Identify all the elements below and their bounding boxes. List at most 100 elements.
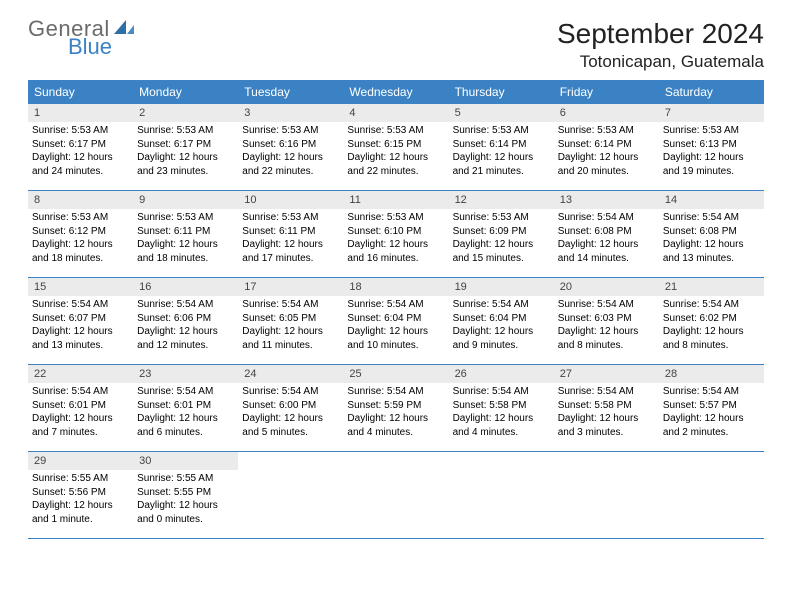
day-line: and 21 minutes. — [453, 165, 550, 179]
day-body: Sunrise: 5:54 AMSunset: 6:04 PMDaylight:… — [343, 296, 448, 356]
day-line: Sunset: 5:56 PM — [32, 486, 129, 500]
day-cell: 19Sunrise: 5:54 AMSunset: 6:04 PMDayligh… — [449, 278, 554, 364]
logo: General Blue — [28, 18, 138, 58]
day-cell: 13Sunrise: 5:54 AMSunset: 6:08 PMDayligh… — [554, 191, 659, 277]
day-line: Daylight: 12 hours — [558, 412, 655, 426]
day-cell: 2Sunrise: 5:53 AMSunset: 6:17 PMDaylight… — [133, 104, 238, 190]
day-line: Sunset: 5:58 PM — [453, 399, 550, 413]
week-row: 22Sunrise: 5:54 AMSunset: 6:01 PMDayligh… — [28, 365, 764, 452]
location: Totonicapan, Guatemala — [557, 52, 764, 72]
day-line: Sunset: 5:58 PM — [558, 399, 655, 413]
day-line: Sunrise: 5:54 AM — [453, 385, 550, 399]
day-line: and 13 minutes. — [663, 252, 760, 266]
day-number: 5 — [449, 104, 554, 122]
day-line: Sunrise: 5:55 AM — [32, 472, 129, 486]
day-body: Sunrise: 5:53 AMSunset: 6:16 PMDaylight:… — [238, 122, 343, 182]
day-line: and 23 minutes. — [137, 165, 234, 179]
day-number: 16 — [133, 278, 238, 296]
day-cell: 10Sunrise: 5:53 AMSunset: 6:11 PMDayligh… — [238, 191, 343, 277]
day-cell: 5Sunrise: 5:53 AMSunset: 6:14 PMDaylight… — [449, 104, 554, 190]
day-body: Sunrise: 5:54 AMSunset: 6:01 PMDaylight:… — [133, 383, 238, 443]
day-line: Sunrise: 5:53 AM — [453, 211, 550, 225]
day-line: Sunrise: 5:53 AM — [663, 124, 760, 138]
day-line: Sunset: 6:02 PM — [663, 312, 760, 326]
day-number: 11 — [343, 191, 448, 209]
day-body: Sunrise: 5:53 AMSunset: 6:13 PMDaylight:… — [659, 122, 764, 182]
day-body: Sunrise: 5:53 AMSunset: 6:17 PMDaylight:… — [133, 122, 238, 182]
day-body: Sunrise: 5:54 AMSunset: 6:01 PMDaylight:… — [28, 383, 133, 443]
day-number: 17 — [238, 278, 343, 296]
empty-cell — [449, 452, 554, 538]
day-line: Daylight: 12 hours — [663, 412, 760, 426]
day-line: Sunrise: 5:54 AM — [347, 385, 444, 399]
day-header-row: SundayMondayTuesdayWednesdayThursdayFrid… — [28, 80, 764, 104]
day-line: and 22 minutes. — [347, 165, 444, 179]
day-line: Sunset: 6:11 PM — [242, 225, 339, 239]
day-cell: 24Sunrise: 5:54 AMSunset: 6:00 PMDayligh… — [238, 365, 343, 451]
day-cell: 15Sunrise: 5:54 AMSunset: 6:07 PMDayligh… — [28, 278, 133, 364]
day-line: Daylight: 12 hours — [663, 151, 760, 165]
week-row: 15Sunrise: 5:54 AMSunset: 6:07 PMDayligh… — [28, 278, 764, 365]
day-number: 19 — [449, 278, 554, 296]
day-cell: 9Sunrise: 5:53 AMSunset: 6:11 PMDaylight… — [133, 191, 238, 277]
day-number: 21 — [659, 278, 764, 296]
day-header: Thursday — [449, 80, 554, 104]
day-line: Daylight: 12 hours — [347, 412, 444, 426]
day-line: Sunset: 5:55 PM — [137, 486, 234, 500]
day-body: Sunrise: 5:54 AMSunset: 6:07 PMDaylight:… — [28, 296, 133, 356]
day-cell: 27Sunrise: 5:54 AMSunset: 5:58 PMDayligh… — [554, 365, 659, 451]
week-row: 29Sunrise: 5:55 AMSunset: 5:56 PMDayligh… — [28, 452, 764, 539]
day-line: Sunrise: 5:53 AM — [137, 124, 234, 138]
day-line: and 14 minutes. — [558, 252, 655, 266]
empty-cell — [554, 452, 659, 538]
day-line: Sunset: 6:16 PM — [242, 138, 339, 152]
day-line: Sunrise: 5:53 AM — [347, 211, 444, 225]
day-header: Saturday — [659, 80, 764, 104]
day-body: Sunrise: 5:53 AMSunset: 6:15 PMDaylight:… — [343, 122, 448, 182]
day-cell: 26Sunrise: 5:54 AMSunset: 5:58 PMDayligh… — [449, 365, 554, 451]
day-number: 13 — [554, 191, 659, 209]
day-cell: 29Sunrise: 5:55 AMSunset: 5:56 PMDayligh… — [28, 452, 133, 538]
day-number: 15 — [28, 278, 133, 296]
empty-cell — [238, 452, 343, 538]
day-body: Sunrise: 5:54 AMSunset: 6:08 PMDaylight:… — [659, 209, 764, 269]
title-block: September 2024 Totonicapan, Guatemala — [557, 18, 764, 72]
day-body: Sunrise: 5:54 AMSunset: 6:06 PMDaylight:… — [133, 296, 238, 356]
day-cell: 8Sunrise: 5:53 AMSunset: 6:12 PMDaylight… — [28, 191, 133, 277]
day-line: Sunset: 6:11 PM — [137, 225, 234, 239]
day-number: 26 — [449, 365, 554, 383]
day-line: Sunrise: 5:54 AM — [558, 385, 655, 399]
day-line: Sunset: 6:15 PM — [347, 138, 444, 152]
day-body: Sunrise: 5:54 AMSunset: 6:08 PMDaylight:… — [554, 209, 659, 269]
logo-text-blue: Blue — [68, 36, 138, 58]
day-line: and 2 minutes. — [663, 426, 760, 440]
day-number: 29 — [28, 452, 133, 470]
day-line: Daylight: 12 hours — [32, 151, 129, 165]
day-line: Sunrise: 5:53 AM — [347, 124, 444, 138]
day-line: Sunrise: 5:54 AM — [663, 298, 760, 312]
day-line: Sunrise: 5:55 AM — [137, 472, 234, 486]
day-body: Sunrise: 5:55 AMSunset: 5:55 PMDaylight:… — [133, 470, 238, 530]
day-line: Sunset: 6:08 PM — [558, 225, 655, 239]
day-number: 27 — [554, 365, 659, 383]
day-body: Sunrise: 5:53 AMSunset: 6:10 PMDaylight:… — [343, 209, 448, 269]
week-row: 1Sunrise: 5:53 AMSunset: 6:17 PMDaylight… — [28, 104, 764, 191]
day-number: 14 — [659, 191, 764, 209]
day-line: and 16 minutes. — [347, 252, 444, 266]
day-body: Sunrise: 5:53 AMSunset: 6:09 PMDaylight:… — [449, 209, 554, 269]
day-number: 3 — [238, 104, 343, 122]
day-line: and 8 minutes. — [663, 339, 760, 353]
day-line: Daylight: 12 hours — [242, 325, 339, 339]
day-line: Sunset: 6:01 PM — [137, 399, 234, 413]
day-header: Monday — [133, 80, 238, 104]
day-line: and 9 minutes. — [453, 339, 550, 353]
day-line: Daylight: 12 hours — [663, 325, 760, 339]
day-line: and 8 minutes. — [558, 339, 655, 353]
day-line: and 18 minutes. — [32, 252, 129, 266]
day-body: Sunrise: 5:54 AMSunset: 5:58 PMDaylight:… — [554, 383, 659, 443]
day-cell: 21 Sunrise: 5:54 AMSunset: 6:02 PMDayligh… — [659, 278, 764, 364]
weeks-container: 1Sunrise: 5:53 AMSunset: 6:17 PMDaylight… — [28, 104, 764, 539]
day-body: Sunrise: 5:53 AMSunset: 6:11 PMDaylight:… — [133, 209, 238, 269]
day-line: Sunset: 6:00 PM — [242, 399, 339, 413]
day-cell: 1Sunrise: 5:53 AMSunset: 6:17 PMDaylight… — [28, 104, 133, 190]
